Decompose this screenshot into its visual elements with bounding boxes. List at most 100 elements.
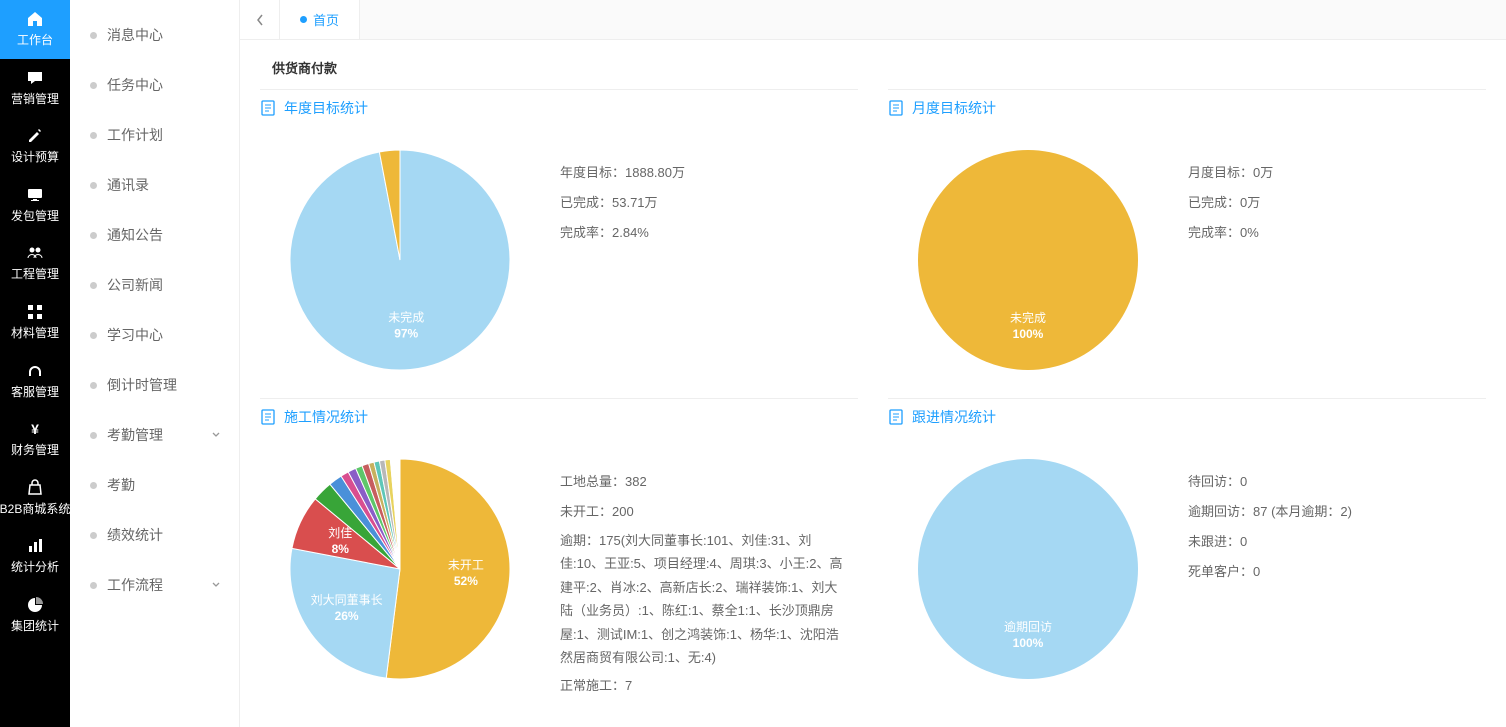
stats-construction: 工地总量：382未开工：200逾期：175(刘大同董事长:101、刘佳:31、刘… [540,439,858,703]
primary-nav-item[interactable]: 工程管理 [0,234,70,293]
svg-text:刘大同董事长: 刘大同董事长 [311,593,383,607]
chevron-down-icon [211,577,221,593]
primary-nav-item[interactable]: 客服管理 [0,352,70,411]
panel-body: 逾期回访 100% 待回访：0 逾期回访：87 (本月逾期：2) 未跟进：0 死单客户：… [888,439,1486,699]
primary-nav-item[interactable]: 发包管理 [0,176,70,235]
svg-text:8%: 8% [332,542,350,556]
tab-label: 首页 [313,10,339,29]
secondary-nav-item[interactable]: 绩效统计 [70,510,239,560]
secondary-nav-item[interactable]: 公司新闻 [70,260,239,310]
panel-header: 施工情况统计 [260,407,858,427]
chat-icon [26,69,44,87]
stats-annual: 年度目标：1888.80万已完成：53.71万完成率：2.84% [540,130,858,250]
snav-label: 考勤管理 [107,425,163,445]
stat-line: 逾期回访：87 (本月逾期：2) [1188,499,1476,525]
tab-active-dot-icon [300,16,307,23]
bullet-icon [90,82,97,89]
primary-nav-item[interactable]: B2B商城系统 [0,469,70,528]
secondary-nav-item[interactable]: 通知公告 [70,210,239,260]
nav-label: 工作台 [17,33,53,49]
svg-text:100%: 100% [1013,636,1044,650]
stat-line: 工地总量：382 [560,469,848,495]
secondary-nav-item[interactable]: 考勤 [70,460,239,510]
panel-header: 月度目标统计 [888,98,1486,118]
stat-line: 完成率：2.84% [560,220,848,246]
piechart-icon [26,596,44,614]
stat-line: 逾期：175(刘大同董事长:101、刘佳:31、刘佳:10、王亚:5、项目经理:… [560,529,848,669]
bullet-icon [90,232,97,239]
snav-label: 学习中心 [107,325,163,345]
stat-line: 死单客户：0 [1188,559,1476,585]
stat-line: 完成率：0% [1188,220,1476,246]
panel-title: 年度目标统计 [284,98,368,118]
panel-title: 月度目标统计 [912,98,996,118]
headset-icon [26,362,44,380]
secondary-nav-item[interactable]: 任务中心 [70,60,239,110]
svg-text:26%: 26% [335,609,359,623]
snav-label: 倒计时管理 [107,375,177,395]
nav-label: B2B商城系统 [0,502,70,518]
stat-line: 已完成：0万 [1188,190,1476,216]
secondary-nav-item[interactable]: 倒计时管理 [70,360,239,410]
svg-text:¥: ¥ [31,421,39,437]
document-icon [260,409,276,425]
snav-label: 考勤 [107,475,135,495]
primary-nav-item[interactable]: 设计预算 [0,117,70,176]
primary-nav-item[interactable]: 营销管理 [0,59,70,118]
svg-text:100%: 100% [1013,327,1044,341]
stats-followup: 待回访：0 逾期回访：87 (本月逾期：2) 未跟进：0 死单客户：0 [1168,439,1486,589]
bullet-icon [90,482,97,489]
svg-text:未开工: 未开工 [448,558,484,572]
svg-text:52%: 52% [454,574,478,588]
grid-icon [26,303,44,321]
secondary-nav-item[interactable]: 考勤管理 [70,410,239,460]
monitor-icon [26,186,44,204]
pie-chart-annual: 未完成97% [260,130,540,390]
tab-back-button[interactable] [240,0,280,39]
stat-line: 未跟进：0 [1188,529,1476,555]
stats-monthly: 月度目标：0万已完成：0万完成率：0% [1168,130,1486,250]
secondary-nav: 消息中心任务中心工作计划通讯录通知公告公司新闻学习中心倒计时管理考勤管理考勤绩效… [70,0,240,727]
snav-label: 消息中心 [107,25,163,45]
panel-construction: 施工情况统计 未开工52%刘大同董事长26%刘佳8% 工地总量：382未开工：2… [260,398,858,703]
secondary-nav-item[interactable]: 学习中心 [70,310,239,360]
pie-chart-followup: 逾期回访 100% [888,439,1168,699]
nav-label: 营销管理 [11,92,59,108]
svg-text:未完成: 未完成 [1010,310,1046,325]
stat-line: 待回访：0 [1188,469,1476,495]
chevron-down-icon [211,427,221,443]
panel-followup: 跟进情况统计 逾期回访 100% 待回访：0 逾期回访：87 (本月逾期：2) 未跟进… [888,398,1486,703]
nav-label: 财务管理 [11,443,59,459]
panel-header: 年度目标统计 [260,98,858,118]
primary-nav-item[interactable]: 工作台 [0,0,70,59]
tab-home[interactable]: 首页 [280,0,360,39]
bullet-icon [90,382,97,389]
section-title: 供货商付款 [260,50,1486,89]
primary-nav-item[interactable]: ¥ 财务管理 [0,410,70,469]
svg-text:未完成: 未完成 [388,310,424,325]
primary-nav-item[interactable]: 统计分析 [0,527,70,586]
nav-label: 设计预算 [11,150,59,166]
document-icon [888,100,904,116]
panel-header: 跟进情况统计 [888,407,1486,427]
primary-nav-item[interactable]: 集团统计 [0,586,70,645]
secondary-nav-item[interactable]: 工作流程 [70,560,239,610]
pie-chart-monthly: 未完成 100% [888,130,1168,390]
home-icon [26,10,44,28]
bullet-icon [90,182,97,189]
stat-line: 年度目标：1888.80万 [560,160,848,186]
primary-nav-item[interactable]: 材料管理 [0,293,70,352]
primary-nav: 工作台营销管理设计预算发包管理工程管理材料管理客服管理 ¥ 财务管理 B2B商城系统统… [0,0,70,727]
secondary-nav-item[interactable]: 消息中心 [70,10,239,60]
secondary-nav-item[interactable]: 工作计划 [70,110,239,160]
nav-label: 统计分析 [11,560,59,576]
svg-text:逾期回访: 逾期回访 [1004,619,1052,634]
snav-label: 绩效统计 [107,525,163,545]
snav-label: 工作计划 [107,125,163,145]
bullet-icon [90,282,97,289]
panel-row-2: 施工情况统计 未开工52%刘大同董事长26%刘佳8% 工地总量：382未开工：2… [260,398,1486,703]
secondary-nav-item[interactable]: 通讯录 [70,160,239,210]
nav-label: 集团统计 [11,619,59,635]
nav-label: 客服管理 [11,385,59,401]
nav-label: 发包管理 [11,209,59,225]
